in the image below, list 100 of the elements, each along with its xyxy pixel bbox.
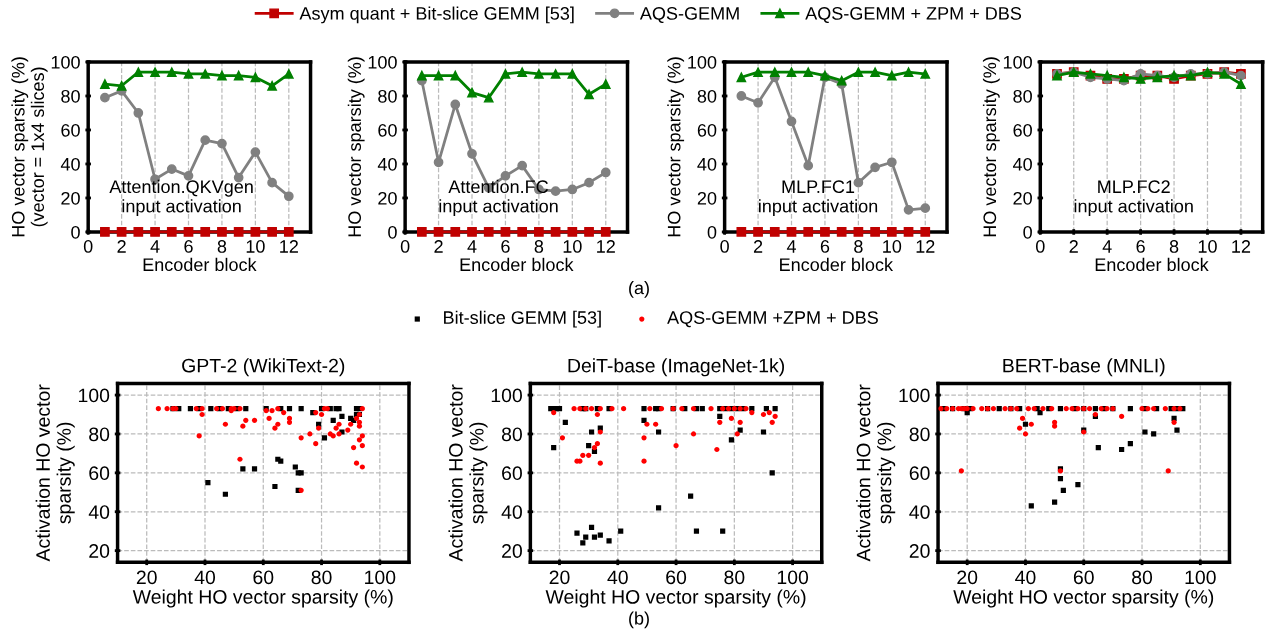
y-tick-label: 60 — [61, 123, 80, 137]
x-tick-label: 10 — [1198, 240, 1217, 253]
y-tick-label: 20 — [61, 191, 80, 205]
y-tick-label: 100 — [51, 55, 80, 69]
x-tick-label: 80 — [1132, 570, 1153, 585]
x-tick-label: 12 — [1232, 240, 1251, 253]
y-tick-label: 20 — [1013, 191, 1032, 205]
y-tick-label: 100 — [491, 388, 522, 403]
y-tick-label: 60 — [89, 466, 110, 481]
y-tick-label: 60 — [1013, 123, 1032, 137]
y-tick-label: 40 — [909, 505, 930, 519]
x-axis-title: Weight HO vector sparsity (%) — [953, 589, 1214, 608]
y-axis-title: HO vector sparsity (%) (vector = 1x4 slices) — [11, 57, 48, 237]
y-tick-label: 80 — [378, 89, 397, 103]
y-tick-label: 60 — [697, 123, 717, 137]
x-tick-label: 10 — [883, 240, 902, 253]
y-tick-label: 40 — [697, 157, 717, 171]
y-tick-label: 100 — [1003, 55, 1032, 69]
x-tick-label: 8 — [854, 240, 863, 253]
y-tick-label: 20 — [378, 191, 397, 205]
y-tick-label: 60 — [909, 466, 930, 481]
annotation: Attention.QKVgen input activation — [109, 179, 253, 217]
x-tick-label: 40 — [607, 570, 628, 585]
chart-title: DeiT-base (ImageNet-1k) — [568, 358, 785, 377]
legend-label: Asym quant + Bit-slice GEMM [53] — [299, 6, 574, 24]
x-tick-label: 4 — [150, 240, 160, 253]
y-tick-label: 80 — [697, 89, 717, 103]
x-tick-label: 4 — [467, 240, 477, 253]
x-tick-label: 2 — [434, 240, 443, 253]
y-axis-title: Activation HO vector sparsity (%) — [35, 384, 75, 562]
y-tick-label: 40 — [1012, 157, 1032, 171]
y-tick-label: 100 — [78, 388, 110, 403]
x-tick-label: 100 — [777, 570, 809, 585]
x-tick-label: 4 — [1102, 240, 1112, 253]
y-tick-label: 40 — [501, 505, 522, 519]
x-axis-title: Encoder block — [143, 257, 257, 272]
x-tick-label: 40 — [194, 570, 216, 585]
y-axis-title: Activation HO vector sparsity (%) — [856, 384, 896, 562]
y-tick-label: 80 — [501, 427, 522, 442]
y-tick-label: 80 — [61, 89, 80, 103]
x-axis-title: Encoder block — [780, 257, 894, 272]
chart-title: GPT-2 (WikiText-2) — [182, 358, 345, 377]
legend-label: AQS-GEMM + ZPM + DBS — [805, 7, 1022, 24]
x-tick-label: 2 — [1069, 240, 1078, 253]
y-tick-label: 100 — [368, 55, 397, 69]
legend-label: AQS-GEMM — [639, 7, 739, 24]
x-tick-label: 8 — [217, 240, 227, 253]
x-axis-title: Encoder block — [460, 257, 574, 272]
x-tick-label: 12 — [280, 240, 298, 253]
legend-label: AQS-GEMM +ZPM + DBS — [667, 311, 878, 328]
x-tick-label: 12 — [597, 240, 615, 253]
x-tick-label: 4 — [786, 240, 796, 253]
y-tick-label: 80 — [89, 427, 110, 442]
x-tick-label: 60 — [253, 570, 274, 585]
x-tick-label: 60 — [666, 570, 687, 585]
x-tick-label: 0 — [400, 240, 410, 253]
y-tick-label: 80 — [909, 427, 930, 442]
x-tick-label: 10 — [563, 240, 582, 253]
legend-label: Bit-slice GEMM [53] — [444, 310, 601, 328]
y-tick-label: 20 — [502, 544, 522, 558]
y-axis-title: Activation HO vector sparsity (%) — [448, 384, 488, 562]
x-tick-label: 20 — [549, 570, 570, 585]
y-tick-label: 20 — [697, 191, 717, 205]
y-tick-label: 40 — [377, 157, 397, 171]
y-tick-label: 20 — [909, 544, 930, 558]
x-tick-label: 60 — [1073, 570, 1094, 585]
annotation: Attention.FC input activation — [439, 179, 558, 217]
x-tick-label: 0 — [1035, 240, 1045, 253]
y-axis-title: HO vector sparsity (%) — [347, 57, 365, 237]
x-tick-label: 10 — [246, 240, 265, 253]
x-tick-label: 20 — [957, 570, 978, 585]
y-tick-label: 100 — [899, 388, 930, 403]
y-tick-label: 40 — [60, 157, 80, 171]
y-tick-label: 0 — [707, 225, 717, 239]
x-tick-label: 20 — [136, 570, 157, 585]
chart-title: BERT-base (MNLI) — [1003, 358, 1165, 377]
x-tick-label: 8 — [1169, 240, 1179, 253]
y-axis-title: HO vector sparsity (%) — [982, 57, 1000, 237]
x-axis-title: Encoder block — [1095, 257, 1209, 272]
annotation: MLP.FC1 input activation — [759, 180, 878, 217]
x-tick-label: 2 — [117, 240, 126, 253]
x-tick-label: 6 — [501, 240, 510, 253]
y-tick-label: 0 — [388, 225, 397, 239]
text: (a) — [629, 281, 649, 298]
x-tick-label: 8 — [534, 240, 544, 253]
x-tick-label: 2 — [753, 240, 763, 253]
annotation: MLP.FC2 input activation — [1074, 180, 1193, 217]
x-axis-title: Weight HO vector sparsity (%) — [545, 589, 806, 608]
y-tick-label: 80 — [1013, 89, 1032, 103]
x-axis-title: Weight HO vector sparsity (%) — [132, 589, 393, 608]
y-tick-label: 40 — [88, 505, 110, 519]
y-tick-label: 0 — [71, 225, 80, 239]
y-axis-title: HO vector sparsity (%) — [667, 57, 685, 237]
text: (b) — [629, 611, 649, 629]
x-tick-label: 80 — [311, 570, 332, 585]
y-tick-label: 100 — [688, 55, 717, 69]
x-tick-label: 80 — [724, 570, 745, 585]
x-tick-label: 6 — [1136, 240, 1145, 253]
x-tick-label: 0 — [720, 240, 729, 253]
x-tick-label: 12 — [916, 240, 935, 253]
